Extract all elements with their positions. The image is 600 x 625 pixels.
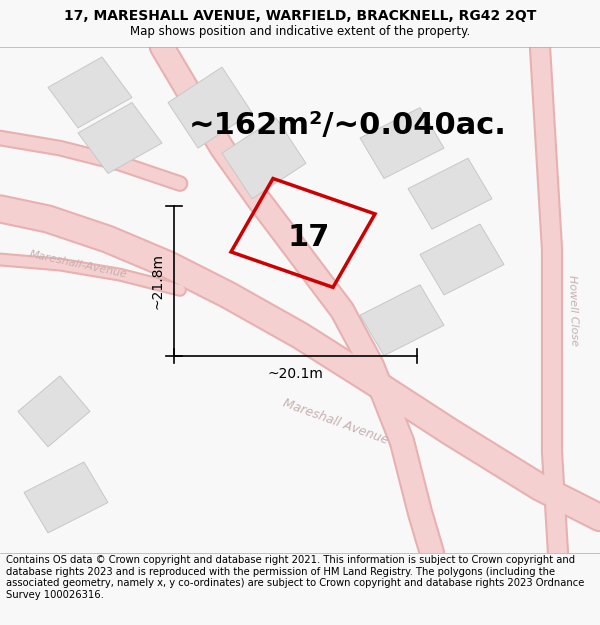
Text: Contains OS data © Crown copyright and database right 2021. This information is : Contains OS data © Crown copyright and d… <box>6 555 584 600</box>
Polygon shape <box>168 67 252 148</box>
Text: 17: 17 <box>288 224 330 253</box>
Polygon shape <box>48 57 132 128</box>
Text: ~162m²/~0.040ac.: ~162m²/~0.040ac. <box>189 111 507 140</box>
Text: 17, MARESHALL AVENUE, WARFIELD, BRACKNELL, RG42 2QT: 17, MARESHALL AVENUE, WARFIELD, BRACKNEL… <box>64 9 536 23</box>
Text: Mareshall-Avenue: Mareshall-Avenue <box>28 249 128 280</box>
Text: Map shows position and indicative extent of the property.: Map shows position and indicative extent… <box>130 24 470 38</box>
Polygon shape <box>420 224 504 295</box>
Polygon shape <box>24 462 108 533</box>
Polygon shape <box>222 118 306 199</box>
Polygon shape <box>408 158 492 229</box>
Polygon shape <box>18 376 90 447</box>
Polygon shape <box>360 285 444 356</box>
Text: ~20.1m: ~20.1m <box>268 367 323 381</box>
Polygon shape <box>360 107 444 179</box>
Text: Howell Close: Howell Close <box>567 274 579 346</box>
Polygon shape <box>78 102 162 173</box>
Text: Mareshall Avenue: Mareshall Avenue <box>281 396 391 447</box>
Text: ~21.8m: ~21.8m <box>151 253 165 309</box>
